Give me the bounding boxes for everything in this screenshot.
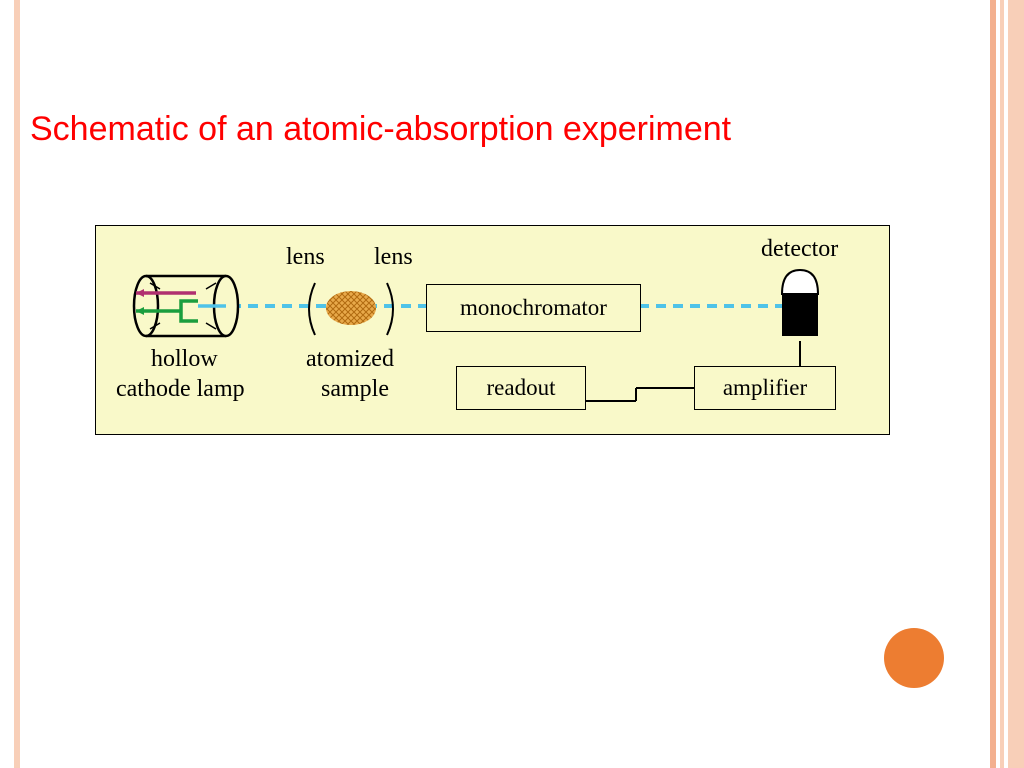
stripe-right-2 <box>1000 0 1004 768</box>
lens2-label: lens <box>374 244 413 271</box>
atomized-label-2: sample <box>321 376 389 403</box>
lens1-label: lens <box>286 244 325 271</box>
atomized-label-1: atomized <box>306 346 394 373</box>
stripe-left <box>14 0 20 768</box>
hollow-label-1: hollow <box>151 346 218 373</box>
hollow-label-2: cathode lamp <box>116 376 245 403</box>
diagram-container: monochromator readout amplifier lens len… <box>95 225 890 435</box>
stripe-right-1 <box>990 0 996 768</box>
stripe-right-3 <box>1008 0 1024 768</box>
corner-circle-decor <box>884 628 944 688</box>
slide-title: Schematic of an atomic-absorption experi… <box>30 110 731 149</box>
detector-label: detector <box>761 236 838 263</box>
